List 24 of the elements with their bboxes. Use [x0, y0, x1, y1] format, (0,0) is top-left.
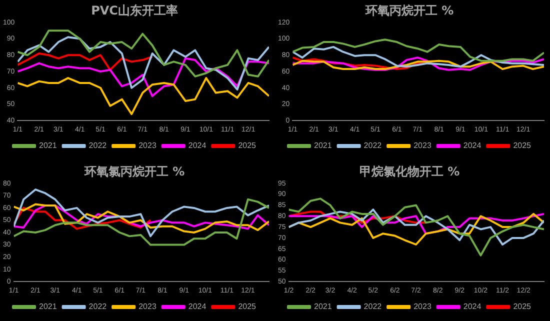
legend-label: 2023 — [138, 302, 157, 311]
chart-title: 环氧氯丙烷开工 % — [83, 164, 185, 178]
legend-label: 2024 — [188, 302, 207, 311]
legend-label: 2025 — [513, 302, 532, 311]
chart-title: 环氧丙烷开工 % — [364, 3, 454, 18]
legend-label: 2021 — [39, 302, 58, 311]
legend-label: 2025 — [238, 302, 257, 311]
legend-label: 2021 — [314, 141, 332, 150]
chart-title: PVC山东开工率 — [91, 3, 178, 18]
legend-label: 2024 — [463, 141, 482, 150]
legend-label: 2024 — [188, 141, 207, 150]
legend-label: 2022 — [88, 141, 108, 150]
legend-label: 2022 — [364, 302, 382, 311]
legend-label: 2025 — [238, 141, 257, 150]
legend-label: 2024 — [463, 302, 482, 311]
chart-title: 甲烷氯化物开工 % — [359, 164, 460, 178]
legend-label: 2022 — [88, 302, 108, 311]
legend-label: 2023 — [414, 302, 432, 311]
legend-label: 2023 — [138, 141, 157, 150]
legend-label: 2021 — [314, 302, 332, 311]
legend-label: 2023 — [414, 141, 432, 150]
legend-label: 2021 — [39, 141, 58, 150]
legend-label: 2022 — [364, 141, 382, 150]
legend-label: 2025 — [513, 141, 532, 150]
